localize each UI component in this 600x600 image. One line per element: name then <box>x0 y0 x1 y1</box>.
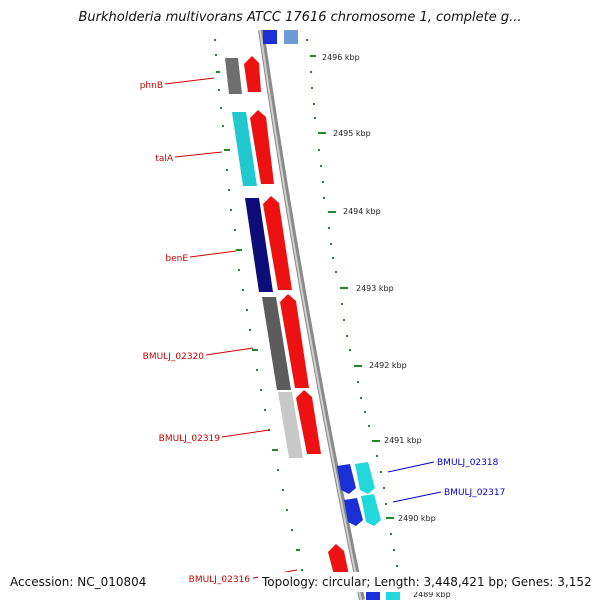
accession-text: Accession: NC_010804 <box>10 575 147 589</box>
gene-label-bmulj-02320[interactable]: BMULJ_02320 <box>143 352 205 362</box>
leader-lines <box>164 77 442 579</box>
tick-label-2493: 2493 kbp <box>356 284 394 293</box>
gene-02320-forward[interactable] <box>280 294 309 388</box>
gene-02319-inner[interactable] <box>278 392 303 458</box>
gene-label-tala[interactable]: talA <box>155 154 174 164</box>
gene-tala-inner[interactable] <box>232 112 257 186</box>
tick-label-2491: 2491 kbp <box>384 436 422 445</box>
gene-label-bmulj-02317[interactable]: BMULJ_02317 <box>444 488 505 498</box>
gene-label-bmulj-02318[interactable]: BMULJ_02318 <box>437 458 499 468</box>
gene-lane-inner <box>225 58 303 458</box>
backbone-inner <box>259 29 362 600</box>
gene-lane-reverse <box>337 462 400 600</box>
tick-label-2496: 2496 kbp <box>322 53 360 62</box>
tick-label-2495: 2495 kbp <box>333 129 371 138</box>
gene-tala-forward[interactable] <box>250 110 274 184</box>
tick-label-2489: 2489 kbp <box>413 590 451 599</box>
gene-phnb-forward[interactable] <box>244 56 261 92</box>
gene-label-bmulj-02316[interactable]: BMULJ_02316 <box>189 575 251 585</box>
outer-tick-ring <box>306 39 406 583</box>
gene-bene-forward[interactable] <box>263 196 292 290</box>
gene-top-lightblue[interactable] <box>284 30 298 44</box>
tick-labels: 2496 kbp 2495 kbp 2494 kbp 2493 kbp 2492… <box>322 53 451 599</box>
gene-label-phnb[interactable]: phnB <box>140 81 163 91</box>
gene-bottom-cyan[interactable] <box>386 592 400 600</box>
gene-labels: phnB talA benE BMULJ_02320 BMULJ_02319 B… <box>140 81 506 585</box>
gene-02317-blue[interactable] <box>344 498 363 526</box>
gene-lane-forward <box>244 56 352 590</box>
gene-top-blue[interactable] <box>263 30 277 44</box>
gene-bene-inner[interactable] <box>245 198 273 292</box>
gene-02320-inner[interactable] <box>262 297 291 390</box>
top-partial-genes <box>263 30 298 44</box>
gene-02318-blue[interactable] <box>337 464 356 494</box>
page-title: Burkholderia multivorans ATCC 17616 chro… <box>78 10 522 25</box>
tick-label-2494: 2494 kbp <box>343 207 381 216</box>
footer-background <box>258 572 598 592</box>
gene-bottom-blue[interactable] <box>366 592 380 600</box>
topology-summary: Topology: circular; Length: 3,448,421 bp… <box>262 575 592 589</box>
inner-tick-ring <box>214 39 303 571</box>
tick-label-2490: 2490 kbp <box>398 514 436 523</box>
gene-02319-forward[interactable] <box>296 390 321 454</box>
tick-label-2492: 2492 kbp <box>369 361 407 370</box>
gene-02318-cyan[interactable] <box>355 462 375 494</box>
gene-phnb-inner[interactable] <box>225 58 242 94</box>
gene-label-bene[interactable]: benE <box>165 254 188 264</box>
gene-label-bmulj-02319[interactable]: BMULJ_02319 <box>159 434 221 444</box>
gene-02317-cyan[interactable] <box>361 494 381 526</box>
